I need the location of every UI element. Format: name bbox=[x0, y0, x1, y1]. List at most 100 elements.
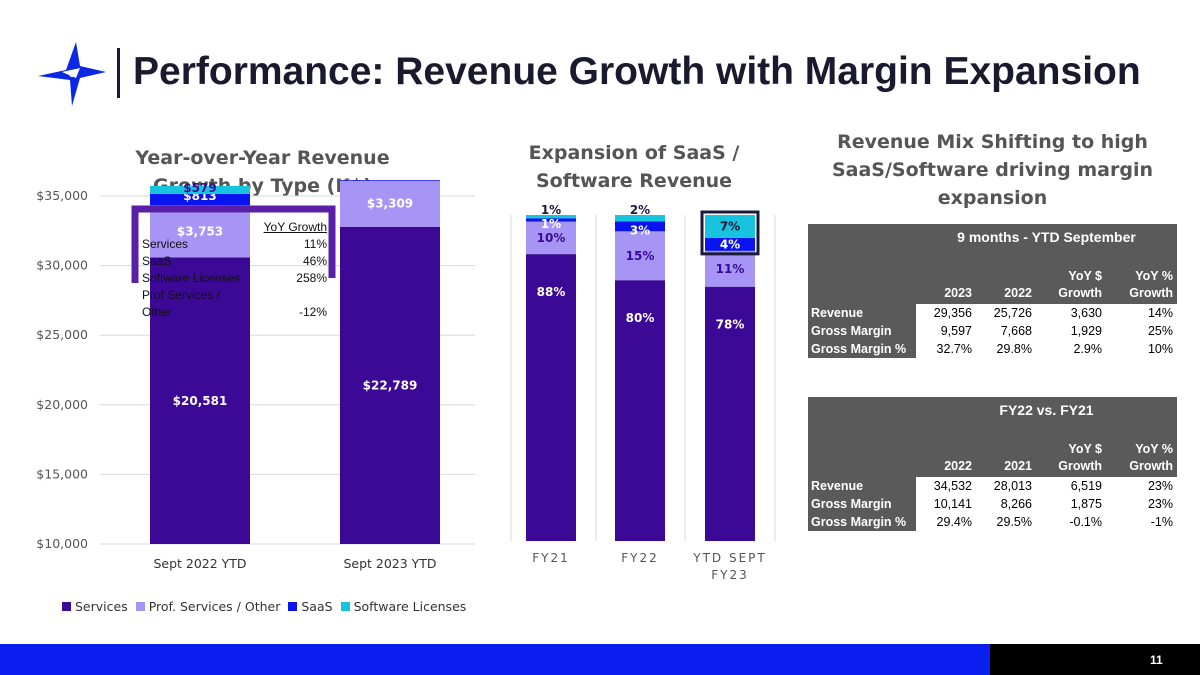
legend-item-saas: SaaS bbox=[288, 599, 333, 614]
x-tick-label: YTD SEPT bbox=[692, 551, 766, 565]
page-title: Performance: Revenue Growth with Margin … bbox=[133, 50, 1141, 93]
legend-item-prof-services: Prof. Services / Other bbox=[135, 599, 281, 614]
bar-segment bbox=[705, 250, 755, 287]
y-tick-label: $10,000 bbox=[36, 536, 88, 551]
x-tick-label: Sept 2022 YTD bbox=[153, 556, 246, 571]
footer-bar bbox=[0, 644, 990, 675]
bar-segment bbox=[340, 180, 440, 181]
bar-segment bbox=[340, 226, 440, 545]
column-header-line: Growth bbox=[1129, 459, 1173, 473]
y-tick-label: $30,000 bbox=[36, 258, 88, 273]
bar-segment bbox=[615, 221, 665, 232]
y-tick-label: $35,000 bbox=[36, 188, 88, 203]
table-cell: -1% bbox=[1150, 515, 1173, 529]
data-label: 11% bbox=[716, 262, 745, 276]
page-number: 11 bbox=[1150, 653, 1163, 667]
y-tick-label: $15,000 bbox=[36, 466, 88, 481]
table-cell: 28,013 bbox=[993, 479, 1032, 493]
table-cell: 8,266 bbox=[1000, 497, 1032, 511]
column-header-line: 2021 bbox=[1004, 459, 1032, 473]
legend-label: SaaS bbox=[301, 599, 333, 614]
chart1-title: Year-over-Year Revenue Growth by Type (K… bbox=[135, 147, 390, 197]
ytd-september-table: 9 months - YTD September 2023 2022 YoY $ Gro… bbox=[808, 224, 1177, 358]
data-label: $3,309 bbox=[367, 197, 413, 211]
column-header-line: Growth bbox=[1129, 286, 1173, 300]
table-cell: 32.7% bbox=[936, 342, 972, 356]
column-header-line: 2022 bbox=[1004, 286, 1032, 300]
legend-label: Prof. Services / Other bbox=[148, 599, 281, 614]
data-label: 80% bbox=[626, 311, 655, 325]
yoy-value: 11% bbox=[303, 237, 327, 251]
yoy-value: -12% bbox=[298, 305, 327, 319]
y-tick-label: $20,000 bbox=[36, 397, 88, 412]
data-label: 10% bbox=[537, 231, 566, 245]
column-header-line: 2023 bbox=[944, 286, 972, 300]
table-row: Revenue 29,356 25,726 3,630 14% bbox=[808, 304, 1177, 322]
column-header-line: 2022 bbox=[944, 459, 972, 473]
x-tick-label: FY23 bbox=[711, 568, 749, 582]
data-label: 15% bbox=[626, 249, 655, 263]
table-cell: 1,875 bbox=[1070, 497, 1102, 511]
column-header-line: YoY $ bbox=[1068, 269, 1102, 283]
yoy-label: Services bbox=[142, 237, 189, 251]
revenue-mix-title: Revenue Mix Shifting to high SaaS/Softwa… bbox=[831, 131, 1154, 209]
column-header: YoY % Growth bbox=[1106, 268, 1177, 302]
data-label: 3% bbox=[630, 223, 650, 237]
legend-item-software: Software Licenses bbox=[340, 599, 467, 614]
row-label: Gross Margin bbox=[808, 495, 916, 513]
yoy-value: 258% bbox=[296, 271, 327, 285]
yoy-row-other: Other -12% bbox=[142, 304, 327, 321]
data-label: $22,789 bbox=[363, 378, 418, 392]
data-label: 7% bbox=[720, 219, 740, 233]
fy22-vs-fy21-table: FY22 vs. FY21 2022 2021 YoY $ Growth YoY % Gro… bbox=[808, 397, 1177, 531]
column-header: YoY $ Growth bbox=[1036, 441, 1106, 475]
yoy-row-saas: SaaS 46% bbox=[142, 253, 327, 270]
table-header: FY22 vs. FY21 2022 2021 YoY $ Growth YoY % Gro… bbox=[808, 397, 1177, 477]
row-label: Revenue bbox=[808, 304, 916, 322]
table-cell: 25% bbox=[1147, 324, 1173, 338]
bar-segment bbox=[615, 215, 665, 222]
yoy-callout-frame bbox=[131, 205, 336, 283]
data-label: 78% bbox=[716, 318, 745, 332]
row-label: Gross Margin % bbox=[808, 513, 916, 531]
bar-segment bbox=[526, 221, 576, 255]
column-header: 2022 bbox=[916, 441, 976, 475]
data-label: $579 bbox=[183, 181, 216, 195]
data-label: 88% bbox=[537, 285, 566, 299]
table-cell: 23% bbox=[1147, 479, 1173, 493]
table-cell: 25,726 bbox=[993, 306, 1032, 320]
table-cell: 14% bbox=[1147, 306, 1173, 320]
table-cell: 7,668 bbox=[1000, 324, 1032, 338]
data-label: $20,581 bbox=[173, 394, 228, 408]
bar-segment bbox=[150, 193, 250, 206]
chart1-revenue-by-type: $10,000 $15,000 $20,000 $25,000 $30,000 $35,0… bbox=[36, 180, 475, 571]
yoy-row-prof-services: Prof Services / bbox=[142, 287, 327, 304]
column-header: 2021 bbox=[976, 441, 1036, 475]
table-cell: 29,356 bbox=[933, 306, 972, 320]
title-divider bbox=[117, 48, 120, 98]
table-row: Gross Margin % 29.4% 29.5% -0.1% -1% bbox=[808, 513, 1177, 531]
table-title: 9 months - YTD September bbox=[957, 229, 1136, 245]
column-header: YoY $ Growth bbox=[1036, 268, 1106, 302]
bar-segment bbox=[526, 218, 576, 222]
highlight-box bbox=[700, 210, 760, 256]
bar-segment bbox=[615, 231, 665, 281]
table-cell: 10% bbox=[1147, 342, 1173, 356]
table-cell: 2.9% bbox=[1073, 342, 1103, 356]
bar-segment bbox=[526, 215, 576, 219]
chart1-legend: Services Prof. Services / Other SaaS Sof… bbox=[62, 599, 466, 614]
yoy-value: 46% bbox=[302, 254, 327, 268]
footer-page-box bbox=[990, 644, 1200, 675]
column-header: 2022 bbox=[976, 268, 1036, 302]
table-cell: 10,141 bbox=[933, 497, 972, 511]
bar-segment bbox=[150, 257, 250, 544]
table-row: Gross Margin 9,597 7,668 1,929 25% bbox=[808, 322, 1177, 340]
legend-label: Software Licenses bbox=[353, 599, 467, 614]
row-label: Gross Margin bbox=[808, 322, 916, 340]
column-header: 2023 bbox=[916, 268, 976, 302]
yoy-label: SaaS bbox=[142, 254, 172, 268]
y-tick-label: $25,000 bbox=[36, 327, 88, 342]
x-tick-label: Sept 2023 YTD bbox=[343, 556, 436, 571]
yoy-row-services: Services 11% bbox=[142, 236, 327, 253]
column-header-line: Growth bbox=[1058, 459, 1102, 473]
